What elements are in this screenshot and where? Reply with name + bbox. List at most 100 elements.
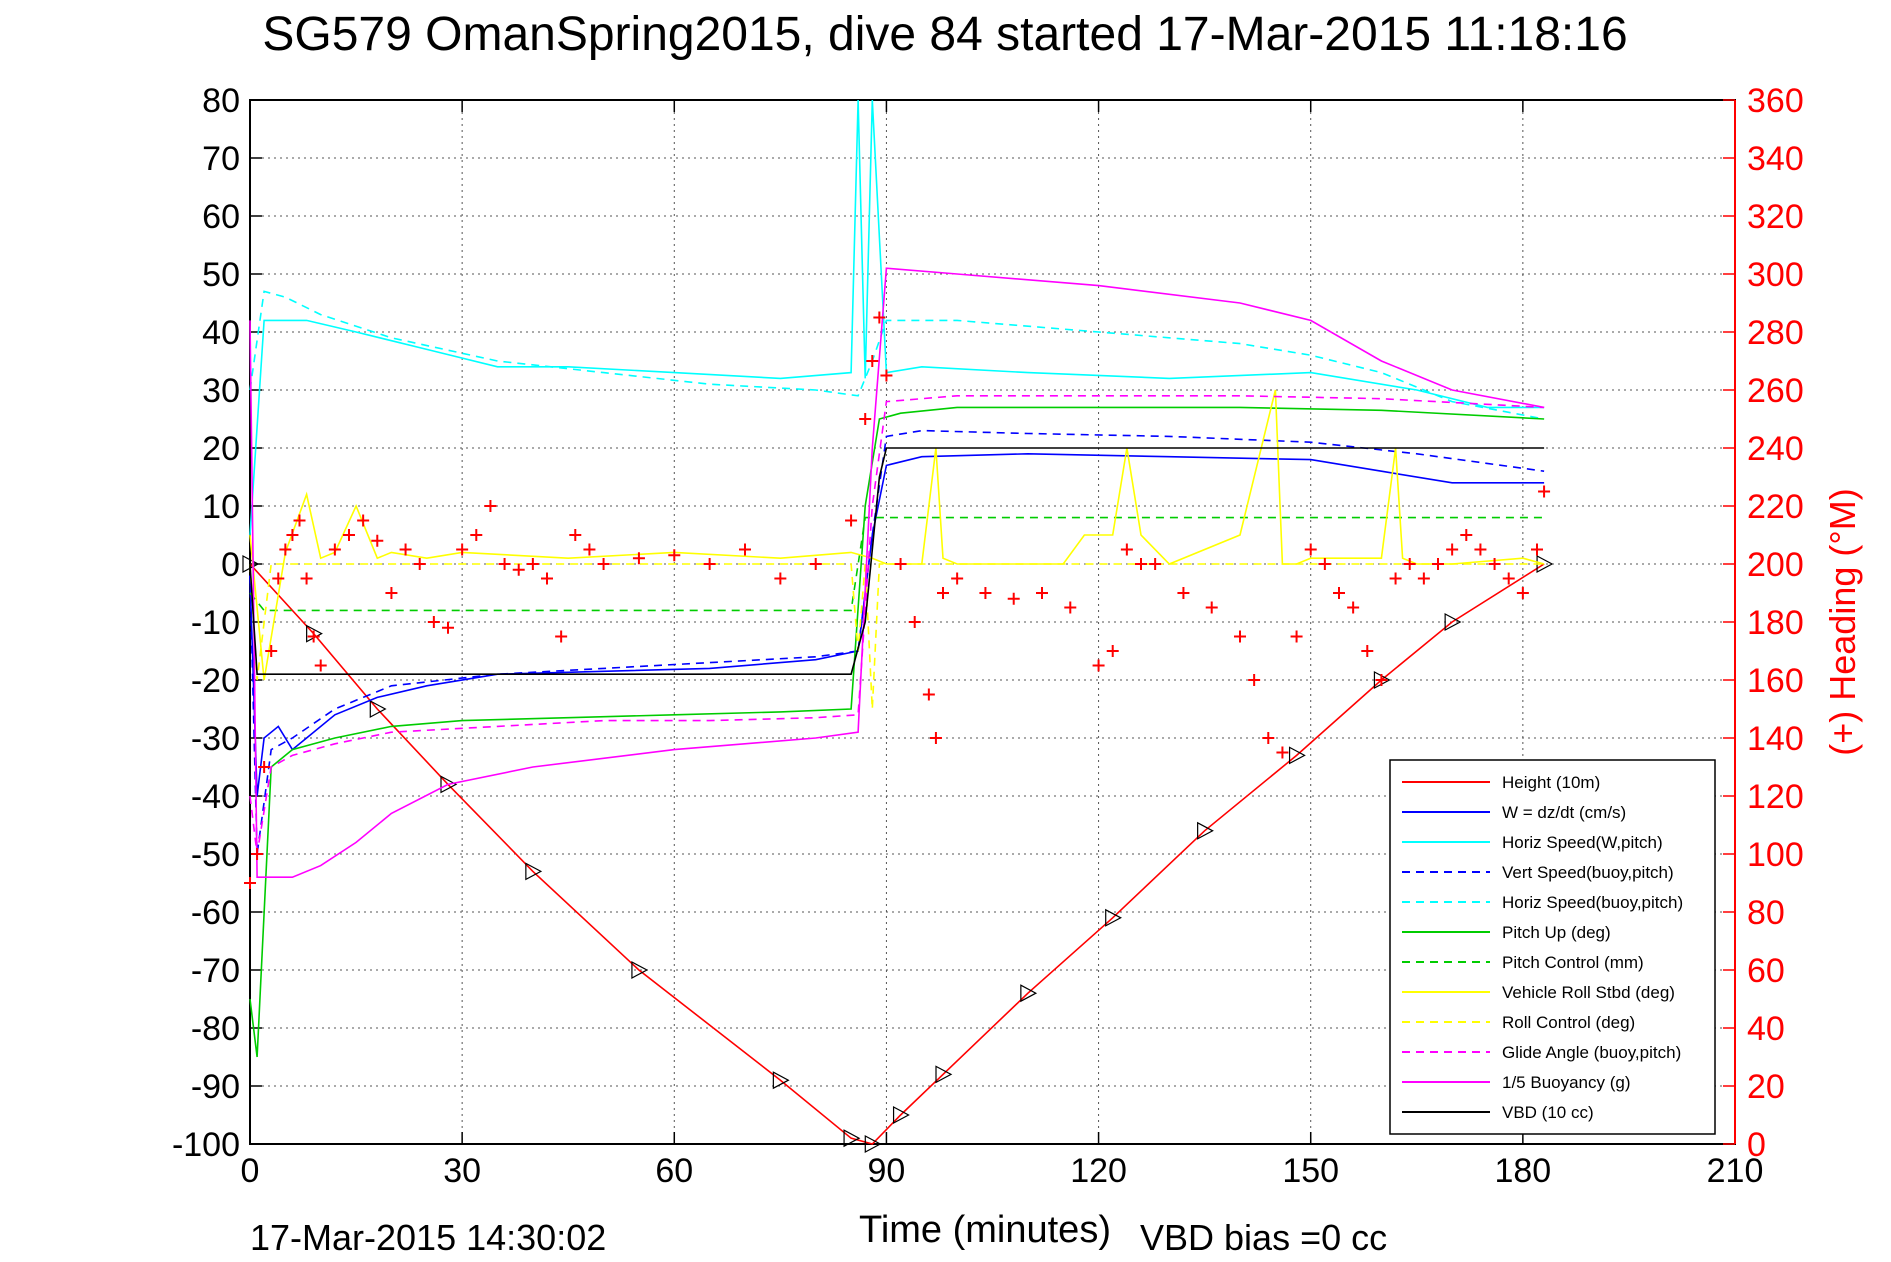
x-tick-label: 60 xyxy=(655,1152,693,1190)
right-axis-label: (+) Heading (°M) xyxy=(1822,488,1863,755)
legend-label: Vehicle Roll Stbd (deg) xyxy=(1502,983,1675,1002)
legend-label: Roll Control (deg) xyxy=(1502,1013,1635,1032)
y-tick-label: -100 xyxy=(172,1126,240,1164)
right-tick-label: 20 xyxy=(1747,1068,1785,1106)
heading-marker xyxy=(1531,543,1543,556)
heading-marker xyxy=(1304,543,1317,556)
heading-marker xyxy=(357,514,370,527)
x-tick-label: 90 xyxy=(868,1152,906,1190)
series-horiz-speed-w-pitch xyxy=(249,99,1545,536)
x-tick-label: 0 xyxy=(241,1152,260,1190)
y-tick-label: 30 xyxy=(202,372,240,410)
x-tick-label: 180 xyxy=(1494,1152,1551,1190)
height-marker xyxy=(772,1071,790,1090)
heading-marker xyxy=(979,587,992,599)
heading-marker xyxy=(272,572,285,585)
axis-ticks: 0 30 60 90 120 150 180 210-100-90-80-70-60-50-4… xyxy=(172,82,1804,1190)
y-tick-label: -50 xyxy=(191,836,240,874)
footer-vbd-bias: VBD bias =0 cc xyxy=(1140,1217,1387,1258)
heading-marker xyxy=(703,558,716,570)
heading-marker xyxy=(1403,558,1416,570)
heading-marker xyxy=(279,543,292,556)
heading-marker xyxy=(873,311,886,324)
y-tick-label: -40 xyxy=(191,778,240,816)
right-tick-label: 280 xyxy=(1747,314,1804,352)
height-marker xyxy=(935,1065,953,1084)
heading-marker xyxy=(1262,732,1275,744)
heading-marker xyxy=(1375,674,1388,686)
series-vert-speed-buoy-pitch xyxy=(249,429,1545,855)
y-tick-label: 20 xyxy=(202,430,240,468)
y-tick-label: -60 xyxy=(191,894,240,932)
heading-marker xyxy=(1538,485,1551,498)
heading-marker xyxy=(1205,601,1218,614)
heading-marker xyxy=(258,761,271,773)
y-tick-label: -80 xyxy=(191,1010,240,1048)
right-tick-label: 180 xyxy=(1747,604,1804,642)
heading-marker xyxy=(1007,592,1020,605)
height-marker xyxy=(843,1129,861,1148)
legend-label: Pitch Up (deg) xyxy=(1502,923,1611,942)
heading-marker xyxy=(526,558,539,570)
legend: Height (10m) W = dz/dt (cm/s) Horiz Speed(… xyxy=(1389,759,1716,1135)
heading-marker xyxy=(442,621,454,634)
x-tick-label: 150 xyxy=(1282,1152,1339,1190)
series-line xyxy=(249,429,1545,855)
y-tick-label: -30 xyxy=(191,720,240,758)
right-tick-label: 340 xyxy=(1747,140,1804,178)
height-marker xyxy=(440,775,458,794)
heading-marker xyxy=(399,543,412,556)
heading-marker xyxy=(1460,529,1473,541)
right-tick-label: 320 xyxy=(1747,198,1804,236)
series-line xyxy=(249,394,1545,855)
legend-label: W = dz/dt (cm/s) xyxy=(1502,803,1626,822)
right-tick-label: 260 xyxy=(1747,372,1804,410)
footer-timestamp: 17-Mar-2015 14:30:02 xyxy=(250,1217,606,1258)
legend-label: VBD (10 cc) xyxy=(1502,1103,1594,1122)
height-marker xyxy=(864,1135,882,1153)
right-tick-label: 0 xyxy=(1747,1126,1766,1164)
heading-marker xyxy=(413,558,426,570)
right-tick-label: 220 xyxy=(1747,488,1804,526)
heading-marker xyxy=(866,355,879,367)
legend-box xyxy=(1389,759,1716,1135)
heading-marker xyxy=(1318,558,1331,570)
right-tick-label: 60 xyxy=(1747,952,1785,990)
legend-label: Glide Angle (buoy,pitch) xyxy=(1502,1043,1681,1062)
heading-marker xyxy=(244,877,256,889)
series-line xyxy=(249,267,1545,879)
heading-marker xyxy=(385,587,398,599)
y-tick-label: 60 xyxy=(202,198,240,236)
series-glide-angle-buoy-pitch xyxy=(249,394,1545,855)
series-layer xyxy=(242,99,1554,1153)
heading-marker xyxy=(1149,558,1162,570)
y-tick-label: 50 xyxy=(202,256,240,294)
series-line xyxy=(249,447,1545,676)
y-tick-label: -90 xyxy=(191,1068,240,1106)
right-tick-label: 100 xyxy=(1747,836,1804,874)
heading-marker xyxy=(293,514,306,527)
heading-marker xyxy=(1290,630,1303,643)
heading-marker xyxy=(541,572,553,585)
heading-marker xyxy=(1333,587,1345,599)
heading-marker xyxy=(1502,572,1515,585)
height-marker xyxy=(1105,908,1122,927)
heading-marker xyxy=(922,688,935,701)
heading-marker xyxy=(251,848,264,860)
y-tick-label: 10 xyxy=(202,488,240,526)
height-marker xyxy=(1444,613,1462,631)
heading-marker xyxy=(1177,587,1190,599)
height-marker xyxy=(1197,821,1214,840)
heading-marker xyxy=(845,514,858,527)
x-tick-label: 30 xyxy=(443,1152,481,1190)
right-tick-label: 240 xyxy=(1747,430,1804,468)
legend-label: Vert Speed(buoy,pitch) xyxy=(1502,863,1674,882)
heading-marker xyxy=(512,563,525,576)
series-vbd-10-cc xyxy=(249,447,1545,676)
heading-marker xyxy=(597,558,610,570)
heading-marker xyxy=(1417,572,1430,585)
heading-marker xyxy=(286,529,299,541)
height-marker xyxy=(631,961,649,979)
y-tick-label: 80 xyxy=(202,82,240,120)
legend-label: Pitch Control (mm) xyxy=(1502,953,1644,972)
